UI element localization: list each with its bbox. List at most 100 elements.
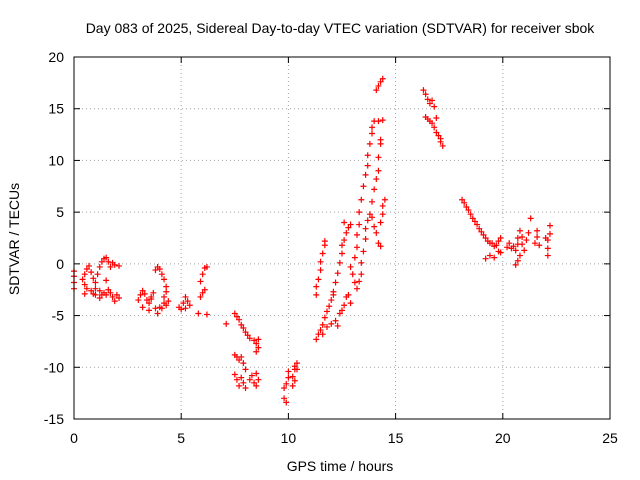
data-point xyxy=(281,395,288,402)
data-point xyxy=(465,207,472,214)
plot-frame xyxy=(73,56,611,420)
data-point xyxy=(375,118,382,125)
data-point xyxy=(103,291,110,298)
data-point xyxy=(238,374,245,381)
data-point xyxy=(377,78,384,85)
data-points xyxy=(71,75,553,406)
data-point xyxy=(431,103,438,110)
x-axis-label: GPS time / hours xyxy=(287,458,394,474)
data-point xyxy=(109,293,116,300)
data-point xyxy=(354,244,361,251)
data-point xyxy=(362,225,369,232)
data-point xyxy=(334,270,341,277)
data-point xyxy=(289,373,296,380)
data-point xyxy=(107,263,114,270)
data-point xyxy=(534,233,541,240)
data-point xyxy=(364,162,371,169)
data-point xyxy=(358,271,365,278)
data-point xyxy=(135,297,142,304)
data-point xyxy=(377,219,384,226)
data-point xyxy=(439,142,446,149)
data-point xyxy=(236,382,243,389)
data-point xyxy=(319,250,326,257)
data-point xyxy=(429,97,436,104)
data-point xyxy=(495,248,502,255)
data-point xyxy=(332,279,339,286)
data-point xyxy=(339,250,345,257)
data-point xyxy=(201,286,208,293)
data-point xyxy=(379,75,386,82)
data-point xyxy=(197,293,204,300)
data-point xyxy=(422,91,429,98)
data-point xyxy=(240,379,247,386)
data-point xyxy=(285,368,292,375)
data-point xyxy=(514,257,521,264)
data-point xyxy=(79,276,86,283)
data-point xyxy=(111,298,118,305)
data-point xyxy=(98,258,105,265)
x-tick-label: 5 xyxy=(177,430,185,446)
data-point xyxy=(482,235,489,241)
data-point xyxy=(255,336,262,343)
data-point xyxy=(506,240,513,247)
data-point xyxy=(339,307,345,314)
data-point xyxy=(253,348,260,355)
grid xyxy=(74,57,610,419)
data-point xyxy=(139,304,146,311)
data-point xyxy=(242,384,249,391)
data-point xyxy=(161,293,168,300)
data-point xyxy=(519,233,526,240)
data-point xyxy=(90,275,97,282)
x-tick-label: 10 xyxy=(281,430,297,446)
data-point xyxy=(255,344,262,351)
data-point xyxy=(375,167,382,174)
data-point xyxy=(317,258,324,265)
x-tick-label: 15 xyxy=(388,430,404,446)
data-point xyxy=(366,211,373,218)
y-tick-label: 5 xyxy=(56,204,64,220)
data-point xyxy=(81,290,88,297)
data-point xyxy=(379,202,386,209)
data-point xyxy=(369,214,376,221)
data-point xyxy=(375,240,382,247)
data-point xyxy=(81,271,88,278)
data-point xyxy=(165,298,172,305)
data-point xyxy=(354,285,361,292)
data-point xyxy=(429,120,436,127)
data-point xyxy=(478,228,485,235)
data-point xyxy=(463,203,470,210)
data-point xyxy=(467,211,474,218)
data-point xyxy=(328,297,335,304)
data-point xyxy=(92,285,99,292)
data-point xyxy=(493,242,500,249)
data-point xyxy=(150,289,157,296)
data-point xyxy=(426,100,433,107)
data-point xyxy=(197,278,204,285)
data-point xyxy=(180,300,187,307)
data-point xyxy=(482,255,489,262)
data-point xyxy=(546,222,553,229)
data-point xyxy=(96,294,103,301)
data-point xyxy=(317,327,324,334)
data-point xyxy=(319,321,326,328)
tick-labels: 0 5 10 15 20 25 -15 -10 -5 0 5 10 15 20 xyxy=(44,49,618,446)
data-point xyxy=(356,278,363,285)
data-point xyxy=(326,303,333,310)
data-point xyxy=(345,224,352,231)
data-point xyxy=(139,287,146,294)
data-point xyxy=(360,183,367,190)
data-point xyxy=(546,230,553,237)
data-point xyxy=(143,297,150,304)
data-point xyxy=(362,171,369,178)
data-point xyxy=(83,266,90,273)
data-point xyxy=(373,176,380,183)
data-point xyxy=(504,244,511,251)
chart-title: Day 083 of 2025, Sidereal Day-to-day VTE… xyxy=(86,20,596,36)
y-axis-label: SDTVAR / TECUs xyxy=(6,183,22,295)
data-point xyxy=(521,247,528,254)
data-point xyxy=(238,321,245,328)
data-point xyxy=(293,360,300,367)
data-point xyxy=(534,227,541,234)
data-point xyxy=(283,399,290,406)
